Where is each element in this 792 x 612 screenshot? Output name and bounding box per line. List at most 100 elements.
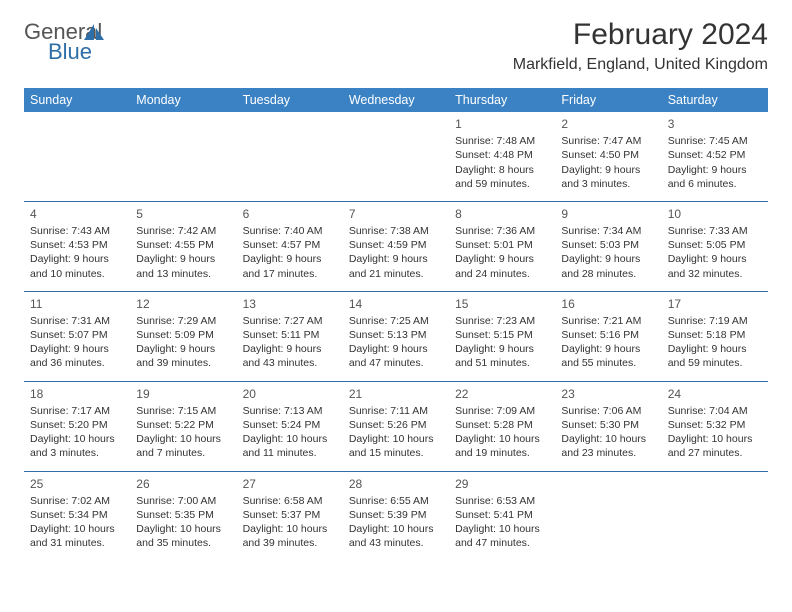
sunrise-text: Sunrise: 7:47 AM <box>561 134 655 148</box>
title-block: February 2024 Markfield, England, United… <box>513 18 768 74</box>
calendar-week-row: 18Sunrise: 7:17 AMSunset: 5:20 PMDayligh… <box>24 381 768 471</box>
brand-line2: Blue <box>48 42 92 62</box>
sunset-text: Sunset: 4:48 PM <box>455 148 549 162</box>
sunset-text: Sunset: 4:55 PM <box>136 238 230 252</box>
sunrise-text: Sunrise: 7:21 AM <box>561 314 655 328</box>
day-number: 18 <box>30 386 124 402</box>
calendar-body: 1 Sunrise: 7:48 AMSunset: 4:48 PM Daylight… <box>24 112 768 560</box>
sunset-text: Sunset: 4:59 PM <box>349 238 443 252</box>
daylight-text: and 55 minutes. <box>561 356 655 370</box>
calendar-empty-cell <box>24 112 130 201</box>
daylight-text: and 3 minutes. <box>30 446 124 460</box>
day-number: 27 <box>243 476 337 492</box>
calendar-day-cell: 21Sunrise: 7:11 AMSunset: 5:26 PMDayligh… <box>343 381 449 471</box>
weekday-header: Sunday <box>24 88 130 112</box>
brand-line1: General <box>24 22 102 42</box>
calendar-day-cell: 19Sunrise: 7:15 AMSunset: 5:22 PMDayligh… <box>130 381 236 471</box>
daylight-text: Daylight: 10 hours <box>349 432 443 446</box>
sunrise-text: Sunrise: 7:42 AM <box>136 224 230 238</box>
sunrise-text: Sunrise: 7:15 AM <box>136 404 230 418</box>
calendar-empty-cell <box>662 471 768 560</box>
daylight-text: and 43 minutes. <box>349 536 443 550</box>
sunset-text: Sunset: 5:11 PM <box>243 328 337 342</box>
calendar-day-cell: 6Sunrise: 7:40 AMSunset: 4:57 PMDaylight… <box>237 201 343 291</box>
daylight-text: and 31 minutes. <box>30 536 124 550</box>
sunset-text: Sunset: 5:09 PM <box>136 328 230 342</box>
daylight-text: Daylight: 10 hours <box>349 522 443 536</box>
sunset-text: Sunset: 4:52 PM <box>668 148 762 162</box>
day-number: 11 <box>30 296 124 312</box>
calendar-day-cell: 14Sunrise: 7:25 AMSunset: 5:13 PMDayligh… <box>343 291 449 381</box>
sunrise-text: Sunrise: 7:25 AM <box>349 314 443 328</box>
daylight-text: and 11 minutes. <box>243 446 337 460</box>
daylight-text: and 59 minutes. <box>455 177 549 191</box>
day-number: 19 <box>136 386 230 402</box>
calendar-day-cell: 23Sunrise: 7:06 AMSunset: 5:30 PMDayligh… <box>555 381 661 471</box>
day-number: 16 <box>561 296 655 312</box>
daylight-text: and 36 minutes. <box>30 356 124 370</box>
calendar-empty-cell <box>130 112 236 201</box>
daylight-text: and 6 minutes. <box>668 177 762 191</box>
sunrise-text: Sunrise: 7:34 AM <box>561 224 655 238</box>
sunrise-text: Sunrise: 6:58 AM <box>243 494 337 508</box>
sunrise-text: Sunrise: 7:09 AM <box>455 404 549 418</box>
calendar-day-cell: 15 Sunrise: 7:23 AMSunset: 5:15 PMDayligh… <box>449 291 555 381</box>
daylight-text: and 59 minutes. <box>668 356 762 370</box>
weekday-header: Tuesday <box>237 88 343 112</box>
day-number: 22 <box>455 386 549 402</box>
day-number: 7 <box>349 206 443 222</box>
brand-logo: General Blue <box>24 18 102 62</box>
calendar-day-cell: 18Sunrise: 7:17 AMSunset: 5:20 PMDayligh… <box>24 381 130 471</box>
daylight-text: Daylight: 9 hours <box>561 342 655 356</box>
sunset-text: Sunset: 5:16 PM <box>561 328 655 342</box>
calendar-day-cell: 5Sunrise: 7:42 AMSunset: 4:55 PMDaylight… <box>130 201 236 291</box>
sunrise-text: Sunrise: 7:04 AM <box>668 404 762 418</box>
sunset-text: Sunset: 4:57 PM <box>243 238 337 252</box>
daylight-text: Daylight: 10 hours <box>455 522 549 536</box>
day-number: 12 <box>136 296 230 312</box>
daylight-text: and 35 minutes. <box>136 536 230 550</box>
day-number: 1 <box>455 116 549 132</box>
sunset-text: Sunset: 5:13 PM <box>349 328 443 342</box>
sunrise-text: Sunrise: 7:36 AM <box>455 224 549 238</box>
sunrise-text: Sunrise: 7:19 AM <box>668 314 762 328</box>
day-number: 9 <box>561 206 655 222</box>
page-header: General Blue February 2024 Markfield, En… <box>24 18 768 74</box>
calendar-day-cell: 12Sunrise: 7:29 AMSunset: 5:09 PMDayligh… <box>130 291 236 381</box>
sunset-text: Sunset: 5:34 PM <box>30 508 124 522</box>
calendar-day-cell: 17Sunrise: 7:19 AMSunset: 5:18 PMDayligh… <box>662 291 768 381</box>
daylight-text: Daylight: 9 hours <box>136 252 230 266</box>
day-number: 4 <box>30 206 124 222</box>
sunrise-text: Sunrise: 6:55 AM <box>349 494 443 508</box>
sunset-text: Sunset: 5:15 PM <box>455 328 549 342</box>
calendar-table: SundayMondayTuesdayWednesdayThursdayFrid… <box>24 88 768 560</box>
sunrise-text: Sunrise: 7:11 AM <box>349 404 443 418</box>
daylight-text: and 17 minutes. <box>243 267 337 281</box>
sunset-text: Sunset: 5:22 PM <box>136 418 230 432</box>
sunset-text: Sunset: 5:41 PM <box>455 508 549 522</box>
weekday-header: Monday <box>130 88 236 112</box>
day-number: 23 <box>561 386 655 402</box>
calendar-day-cell: 3Sunrise: 7:45 AMSunset: 4:52 PMDaylight… <box>662 112 768 201</box>
daylight-text: and 19 minutes. <box>455 446 549 460</box>
daylight-text: and 43 minutes. <box>243 356 337 370</box>
calendar-day-cell: 11Sunrise: 7:31 AMSunset: 5:07 PMDayligh… <box>24 291 130 381</box>
sunset-text: Sunset: 5:05 PM <box>668 238 762 252</box>
day-number: 29 <box>455 476 549 492</box>
sunrise-text: Sunrise: 7:13 AM <box>243 404 337 418</box>
day-number: 2 <box>561 116 655 132</box>
day-number: 6 <box>243 206 337 222</box>
sunrise-text: Sunrise: 7:06 AM <box>561 404 655 418</box>
daylight-text: Daylight: 9 hours <box>455 342 549 356</box>
daylight-text: Daylight: 9 hours <box>349 342 443 356</box>
day-number: 15 <box>455 296 549 312</box>
daylight-text: Daylight: 10 hours <box>136 522 230 536</box>
sunrise-text: Sunrise: 7:23 AM <box>455 314 549 328</box>
daylight-text: and 39 minutes. <box>136 356 230 370</box>
sunrise-text: Sunrise: 7:17 AM <box>30 404 124 418</box>
calendar-day-cell: 29Sunrise: 6:53 AMSunset: 5:41 PMDayligh… <box>449 471 555 560</box>
daylight-text: Daylight: 9 hours <box>243 252 337 266</box>
calendar-day-cell: 7Sunrise: 7:38 AMSunset: 4:59 PMDaylight… <box>343 201 449 291</box>
sunrise-text: Sunrise: 7:48 AM <box>455 134 549 148</box>
daylight-text: and 21 minutes. <box>349 267 443 281</box>
